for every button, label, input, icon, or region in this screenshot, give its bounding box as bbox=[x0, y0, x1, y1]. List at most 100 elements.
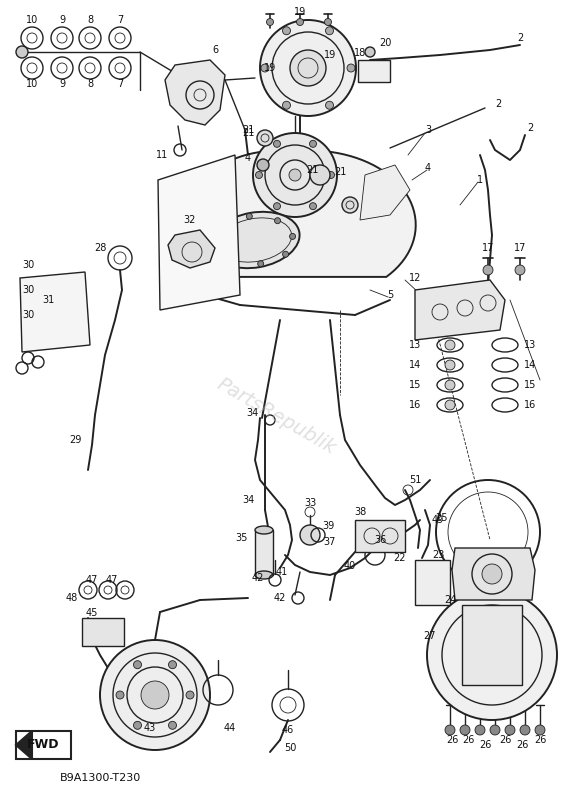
Circle shape bbox=[169, 722, 176, 730]
Text: 39: 39 bbox=[322, 521, 334, 531]
Text: 40: 40 bbox=[344, 561, 356, 571]
Circle shape bbox=[475, 725, 485, 735]
Text: 14: 14 bbox=[409, 360, 421, 370]
Text: 47: 47 bbox=[106, 575, 118, 585]
Text: 16: 16 bbox=[409, 400, 421, 410]
Circle shape bbox=[445, 725, 455, 735]
Text: 26: 26 bbox=[534, 735, 546, 745]
Circle shape bbox=[134, 722, 142, 730]
Circle shape bbox=[247, 214, 252, 219]
Bar bbox=[16, 731, 71, 759]
Circle shape bbox=[460, 725, 470, 735]
Circle shape bbox=[328, 171, 335, 178]
Circle shape bbox=[274, 140, 281, 147]
Text: 32: 32 bbox=[184, 215, 196, 225]
Text: 47: 47 bbox=[86, 575, 98, 585]
Text: 19: 19 bbox=[264, 63, 276, 73]
Text: 11: 11 bbox=[156, 150, 168, 160]
Circle shape bbox=[520, 725, 530, 735]
Circle shape bbox=[347, 64, 355, 72]
Text: 6: 6 bbox=[212, 45, 218, 55]
Text: 19: 19 bbox=[294, 7, 306, 17]
Circle shape bbox=[490, 725, 500, 735]
Text: 15: 15 bbox=[524, 380, 536, 390]
Circle shape bbox=[482, 564, 502, 584]
Text: B9A1300-T230: B9A1300-T230 bbox=[60, 773, 141, 783]
Bar bbox=[430, 640, 510, 675]
Circle shape bbox=[483, 265, 493, 275]
Circle shape bbox=[257, 159, 269, 171]
Circle shape bbox=[324, 18, 332, 26]
Bar bbox=[358, 60, 390, 82]
Text: 21: 21 bbox=[306, 165, 318, 175]
Text: 25: 25 bbox=[436, 513, 448, 523]
Text: 8: 8 bbox=[87, 79, 93, 89]
Ellipse shape bbox=[210, 212, 300, 268]
Text: 41: 41 bbox=[276, 567, 288, 577]
Bar bbox=[355, 520, 405, 552]
Circle shape bbox=[282, 102, 290, 110]
Bar bbox=[82, 618, 124, 646]
Text: 34: 34 bbox=[242, 495, 254, 505]
Text: 17: 17 bbox=[514, 243, 526, 253]
Text: 33: 33 bbox=[304, 498, 316, 508]
Text: 8: 8 bbox=[87, 15, 93, 25]
Circle shape bbox=[275, 218, 281, 224]
Text: 16: 16 bbox=[524, 400, 536, 410]
Text: 3: 3 bbox=[425, 125, 431, 135]
Polygon shape bbox=[20, 272, 90, 352]
Circle shape bbox=[535, 725, 545, 735]
Text: 26: 26 bbox=[446, 735, 458, 745]
Text: 48: 48 bbox=[66, 593, 78, 603]
Circle shape bbox=[267, 18, 274, 26]
Circle shape bbox=[274, 202, 281, 210]
Text: 30: 30 bbox=[22, 260, 34, 270]
Text: 35: 35 bbox=[236, 533, 248, 543]
Text: 21: 21 bbox=[242, 128, 254, 138]
Text: 4: 4 bbox=[245, 153, 251, 163]
Bar bbox=[255, 530, 273, 575]
Text: 2: 2 bbox=[527, 123, 533, 133]
Text: 42: 42 bbox=[274, 593, 286, 603]
Text: 14: 14 bbox=[524, 360, 536, 370]
Text: 42: 42 bbox=[252, 573, 264, 583]
Circle shape bbox=[289, 169, 301, 181]
Text: 13: 13 bbox=[409, 340, 421, 350]
Text: 46: 46 bbox=[282, 725, 294, 735]
Polygon shape bbox=[185, 150, 416, 277]
Circle shape bbox=[141, 681, 169, 709]
Circle shape bbox=[283, 251, 289, 258]
Ellipse shape bbox=[255, 526, 273, 534]
Circle shape bbox=[445, 340, 455, 350]
Text: 26: 26 bbox=[516, 740, 528, 750]
Text: 9: 9 bbox=[59, 79, 65, 89]
Circle shape bbox=[257, 130, 273, 146]
Bar bbox=[462, 605, 522, 685]
Polygon shape bbox=[158, 155, 240, 310]
Text: 7: 7 bbox=[117, 15, 123, 25]
Circle shape bbox=[310, 165, 330, 185]
Text: 34: 34 bbox=[246, 408, 258, 418]
Circle shape bbox=[116, 691, 124, 699]
Circle shape bbox=[253, 133, 337, 217]
Circle shape bbox=[169, 661, 176, 669]
Text: 29: 29 bbox=[69, 435, 81, 445]
Text: 22: 22 bbox=[394, 553, 406, 563]
Text: 51: 51 bbox=[409, 475, 421, 485]
Text: 37: 37 bbox=[324, 537, 336, 547]
Polygon shape bbox=[360, 165, 410, 220]
Polygon shape bbox=[168, 230, 215, 268]
Text: 24: 24 bbox=[444, 595, 456, 605]
Circle shape bbox=[257, 261, 264, 266]
Text: 18: 18 bbox=[354, 48, 366, 58]
Circle shape bbox=[290, 50, 326, 86]
Text: 44: 44 bbox=[224, 723, 236, 733]
Text: 45: 45 bbox=[86, 608, 98, 618]
Text: 12: 12 bbox=[409, 273, 421, 283]
Circle shape bbox=[309, 202, 316, 210]
Text: 7: 7 bbox=[117, 79, 123, 89]
Circle shape bbox=[16, 46, 28, 58]
Text: 21: 21 bbox=[334, 167, 346, 177]
Circle shape bbox=[300, 525, 320, 545]
Circle shape bbox=[445, 380, 455, 390]
